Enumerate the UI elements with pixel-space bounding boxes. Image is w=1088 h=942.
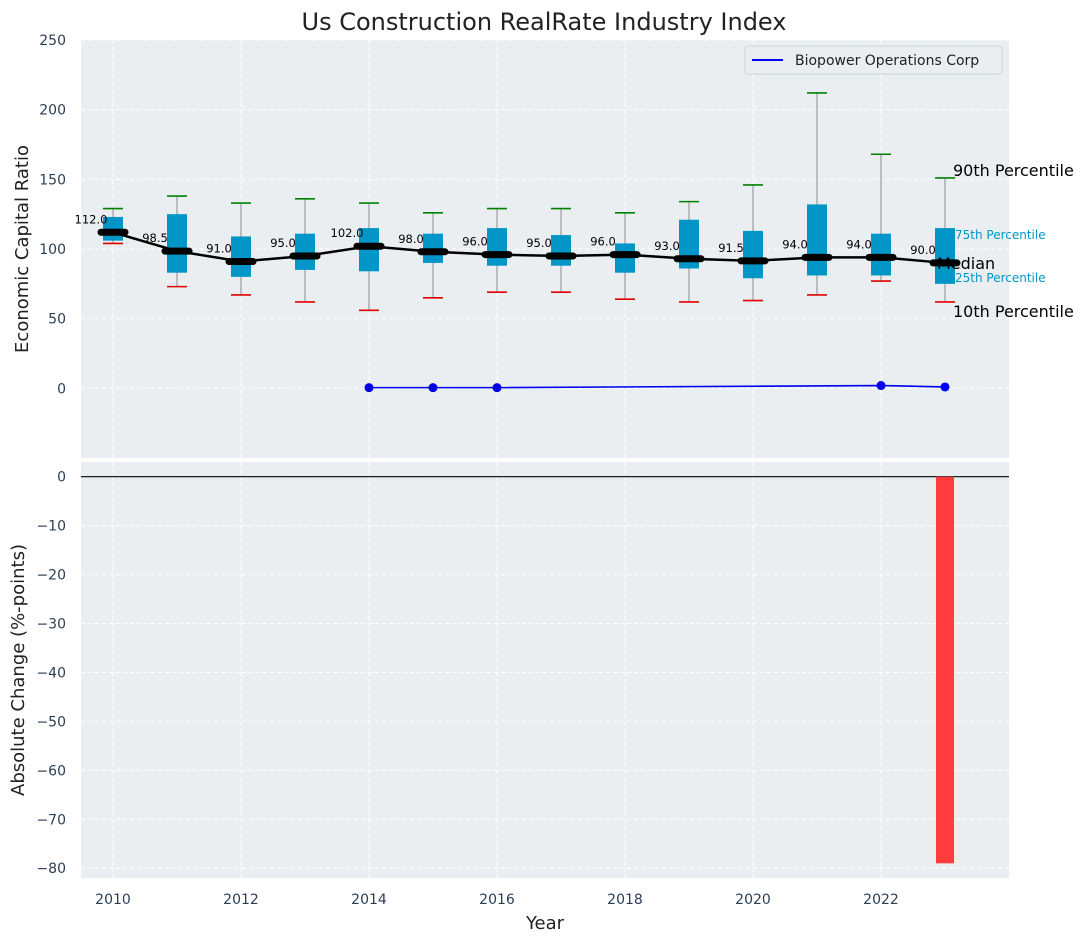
change-bars: [936, 476, 954, 864]
x-tick-label: 2016: [479, 892, 515, 908]
chart-title: Us Construction RealRate Industry Index: [302, 8, 787, 36]
x-tick-label: 2018: [607, 892, 643, 908]
annotation-p10: 10th Percentile: [953, 302, 1074, 321]
iqr-box: [807, 204, 827, 276]
iqr-box: [231, 236, 251, 277]
iqr-box: [935, 228, 955, 284]
company-point: [940, 382, 950, 392]
iqr-box: [551, 235, 571, 266]
y-tick-label: 50: [48, 312, 66, 328]
median-value-label: 95.0: [270, 236, 296, 250]
legend-box: [744, 45, 1003, 75]
y-tick-label: −40: [36, 665, 66, 681]
median-labels: 112.0 98.5 91.0 95.0 102.0 98.0 96.0 95.0 96.0 93…: [75, 212, 936, 257]
median-value-label: 94.0: [782, 237, 808, 251]
x-ticks: 2010 2012 2014 2016 2018 2020 2022: [95, 892, 899, 908]
change-bar: [936, 476, 954, 864]
x-axis-label: Year: [525, 913, 565, 934]
company-point: [364, 383, 374, 393]
company-points: [364, 381, 950, 393]
median-value-label: 96.0: [462, 235, 488, 249]
top-yticks: 0 50 100 150 200 250: [39, 33, 66, 397]
median-value-label: 95.0: [526, 236, 552, 250]
company-point: [492, 383, 502, 393]
legend: Biopower Operations Corp: [744, 45, 1003, 75]
annotation-p25: 25th Percentile: [955, 271, 1046, 285]
top-panel: 0 50 100 150 200 250 112.0 98.5 91.0 95.0 102.0 98…: [12, 8, 1074, 458]
annotation-p75: 75th Percentile: [955, 228, 1046, 242]
y-tick-label: −20: [36, 568, 66, 584]
y-tick-label: 0: [57, 381, 66, 397]
bottom-panel-background: [81, 462, 1009, 878]
y-tick-label: −30: [36, 617, 66, 633]
y-tick-label: 150: [39, 172, 66, 188]
iqr-box: [167, 214, 187, 273]
bottom-yticks: 0 −10 −20 −30 −40 −50 −60 −70 −80: [36, 470, 66, 878]
annotation-p90: 90th Percentile: [953, 161, 1074, 180]
y-tick-label: −50: [36, 714, 66, 730]
median-value-label: 90.0: [910, 243, 936, 257]
y-tick-label: 200: [39, 103, 66, 119]
annotation-median: Median: [937, 254, 995, 273]
median-value-label: 102.0: [331, 226, 364, 240]
legend-label: Biopower Operations Corp: [795, 53, 979, 69]
median-markers: [97, 228, 961, 267]
bottom-grid: [81, 462, 1009, 878]
bottom-panel: 0−10−20−30−40−50−60−70−80 2010 2012 2014 20…: [8, 462, 1009, 934]
company-point: [428, 383, 438, 393]
median-value-label: 91.5: [718, 241, 744, 255]
y-tick-label: −80: [36, 861, 66, 877]
y-tick-label: −70: [36, 812, 66, 828]
x-tick-label: 2010: [95, 892, 131, 908]
y-tick-label: −60: [36, 763, 66, 779]
y-tick-label: 100: [39, 242, 66, 258]
top-y-axis-label: Economic Capital Ratio: [12, 145, 33, 353]
company-point: [876, 381, 886, 391]
iqr-box: [295, 233, 315, 270]
median-value-label: 91.0: [206, 242, 232, 256]
iqr-box: [487, 228, 507, 266]
median-value-label: 98.5: [142, 231, 168, 245]
median-value-label: 112.0: [75, 212, 108, 226]
x-tick-label: 2012: [223, 892, 259, 908]
median-value-label: 98.0: [398, 232, 424, 246]
median-value-label: 96.0: [590, 235, 616, 249]
bottom-y-axis-label: Absolute Change (%-points): [8, 544, 29, 796]
x-tick-label: 2022: [863, 892, 899, 908]
x-tick-label: 2020: [735, 892, 771, 908]
x-tick-label: 2014: [351, 892, 387, 908]
iqr-box: [743, 230, 763, 279]
y-tick-label: −10: [36, 519, 66, 535]
y-tick-label: 0: [57, 470, 66, 486]
y-tick-label: 250: [39, 33, 66, 49]
median-value-label: 93.0: [654, 239, 680, 253]
median-value-label: 94.0: [846, 237, 872, 251]
